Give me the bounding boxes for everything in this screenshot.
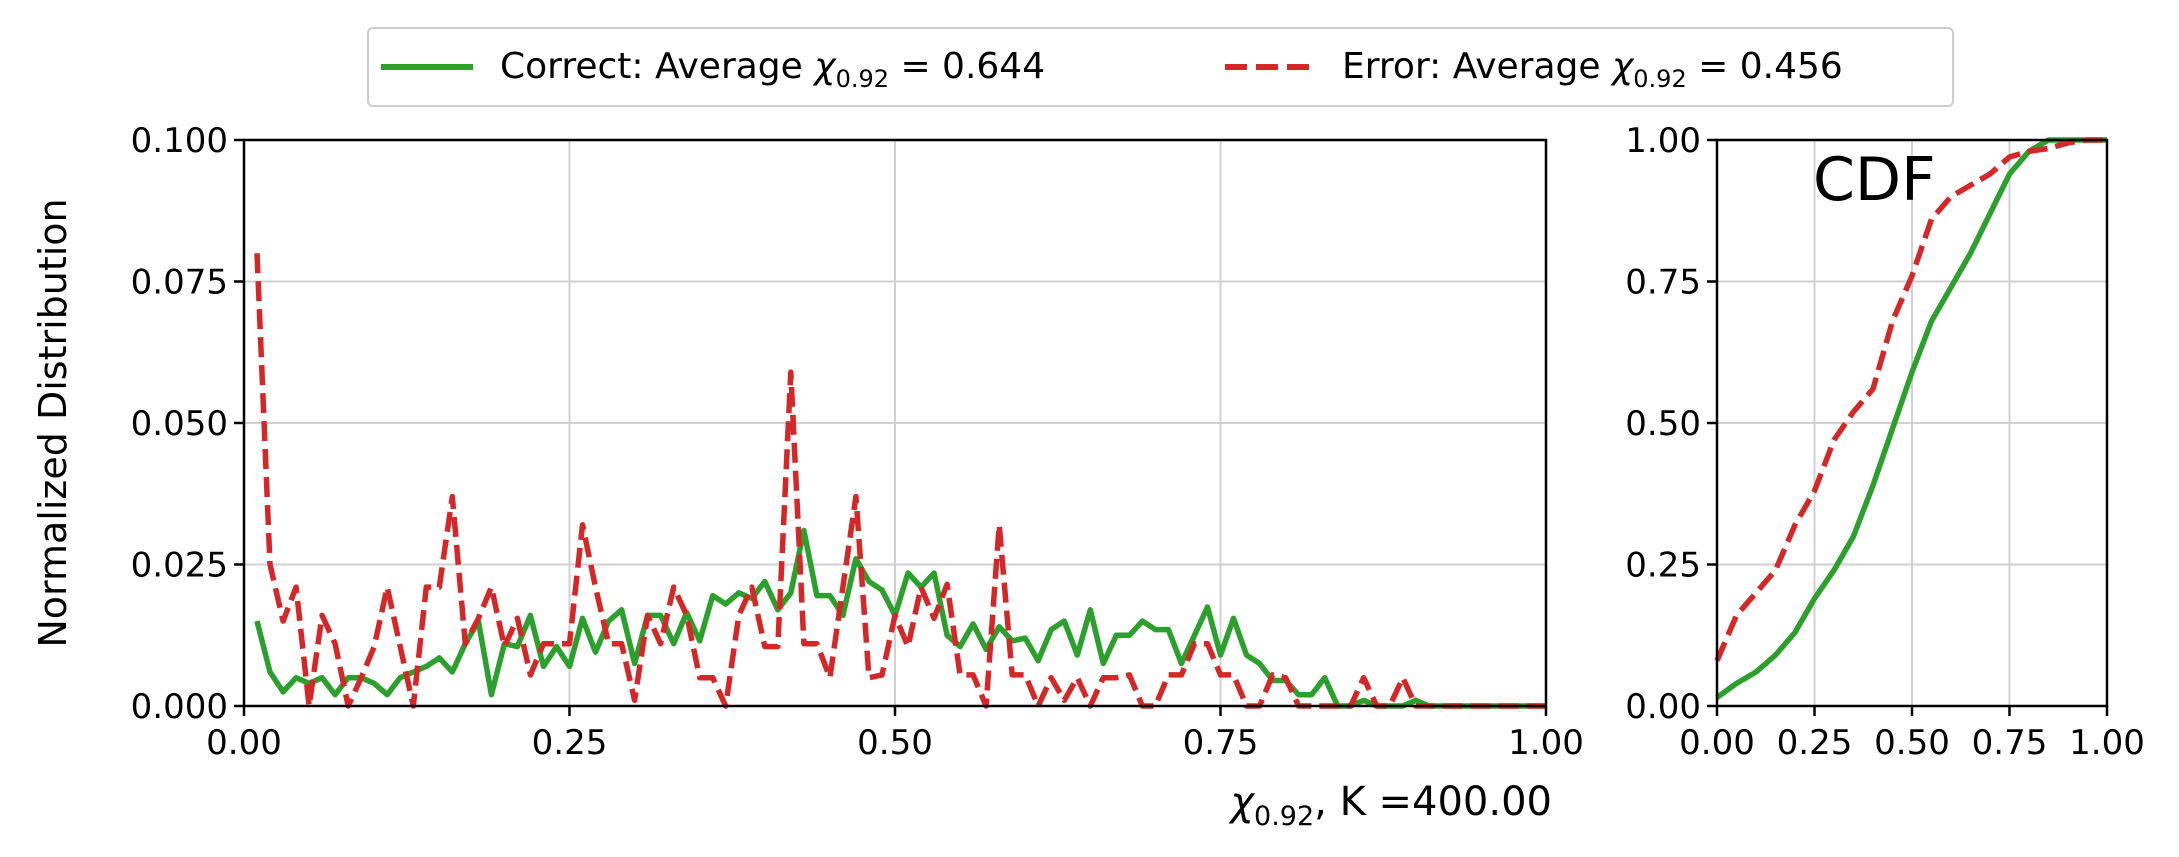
cdf-panel: 0.00 0.25 0.50 0.75 1.00 0.00 0.25 0.50 0.75 1.00… [1625,121,2145,763]
main-ytick-label-2: 0.050 [131,404,228,444]
cdf-ytick-label-3: 0.75 [1625,263,1701,303]
cdf-xtick-label-2: 0.50 [1874,723,1950,763]
cdf-xtick-label-3: 0.75 [1972,723,2048,763]
legend: Correct: Average χ0.92 = 0.644 Error: Av… [367,27,1954,107]
cdf-series-correct [1715,137,2107,700]
main-ytick-label-1: 0.025 [131,546,228,586]
cdf-xtick-label-1: 0.25 [1777,723,1853,763]
main-ytick-label-3: 0.075 [131,263,228,303]
main-ytick-label-4: 0.100 [131,121,228,161]
main-ytick-label-0: 0.000 [131,687,228,727]
main-xtick-label-1: 0.25 [532,723,608,763]
main-series-correct [254,527,1546,709]
cdf-grid [1716,139,2108,707]
main-xtick-label-2: 0.50 [857,723,933,763]
cdf-ytick-label-0: 0.00 [1625,687,1701,727]
main-xtick-label-0: 0.00 [206,723,282,763]
cdf-xtick-label-0: 0.00 [1679,723,1755,763]
main-series-error [254,253,1546,709]
main-xlabel: χ0.92, K =400.00 [1228,779,1552,832]
distribution-panel: 0.00 0.25 0.50 0.75 1.00 0.000 0.025 0.050 0.075… [31,121,1584,832]
legend-frame [367,27,1954,107]
cdf-ytick-label-2: 0.50 [1625,404,1701,444]
cdf-ytick-label-4: 1.00 [1625,121,1701,161]
main-series [254,253,1546,709]
main-ylabel: Normalized Distribution [31,198,75,647]
main-xtick-label-3: 0.75 [1183,723,1259,763]
cdf-series-error [1714,137,2107,662]
cdf-ytick-label-1: 0.25 [1625,546,1701,586]
cdf-series [1714,137,2107,700]
legend-label-correct: Correct: Average χ0.92 = 0.644 [500,46,1045,93]
legend-label-error: Error: Average χ0.92 = 0.456 [1342,46,1843,93]
main-ticks: 0.00 0.25 0.50 0.75 1.00 0.000 0.025 0.050 0.075… [131,121,1584,763]
cdf-xtick-label-4: 1.00 [2069,723,2145,763]
cdf-ticks: 0.00 0.25 0.50 0.75 1.00 0.00 0.25 0.50 0.75 1.00 [1625,121,2145,763]
main-xtick-label-4: 1.00 [1508,723,1584,763]
cdf-annotation: CDF [1813,145,1936,215]
